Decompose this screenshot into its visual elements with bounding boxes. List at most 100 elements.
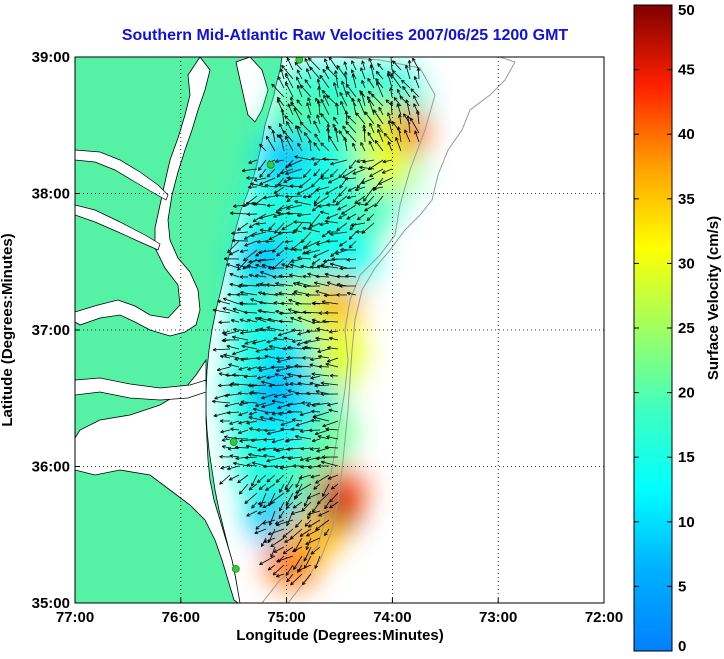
- velocity-arrow: [226, 465, 240, 471]
- velocity-arrow: [286, 121, 294, 134]
- velocity-arrow: [331, 483, 339, 490]
- velocity-arrow: [320, 98, 330, 116]
- velocity-arrow: [273, 213, 285, 218]
- velocity-arrow: [242, 249, 258, 262]
- velocity-arrow: [239, 283, 258, 287]
- velocity-arrow: [377, 129, 384, 143]
- velocity-arrow: [282, 346, 294, 351]
- velocity-arrow: [376, 81, 384, 98]
- velocity-arrow: [295, 483, 312, 494]
- velocity-arrow: [250, 438, 267, 443]
- velocity-arrow: [325, 362, 339, 368]
- velocity-arrow: [268, 510, 276, 526]
- colorbar-tick-label: 5: [678, 578, 686, 595]
- velocity-arrow: [314, 133, 321, 143]
- velocity-arrow: [387, 120, 393, 134]
- velocity-arrow: [351, 60, 357, 71]
- velocity-arrow: [270, 537, 285, 548]
- velocity-arrow: [368, 140, 375, 152]
- velocity-arrow: [275, 281, 294, 287]
- velocity-arrow: [316, 78, 321, 89]
- velocity-arrow: [261, 402, 276, 409]
- velocity-arrow: [220, 429, 231, 434]
- velocity-arrow: [293, 290, 312, 296]
- velocity-arrow: [287, 345, 303, 350]
- velocity-arrow: [301, 401, 312, 405]
- velocity-arrow: [392, 60, 402, 71]
- velocity-arrow: [345, 121, 357, 134]
- velocity-arrow: [297, 564, 312, 572]
- velocity-arrow: [251, 201, 267, 206]
- velocity-arrow: [251, 461, 267, 467]
- velocity-arrow: [330, 249, 339, 258]
- velocity-arrow: [225, 373, 240, 378]
- velocity-arrow: [312, 415, 330, 422]
- velocity-arrow: [330, 159, 348, 166]
- velocity-arrow: [243, 231, 258, 240]
- velocity-arrow: [248, 411, 258, 416]
- velocity-arrow: [310, 546, 321, 555]
- velocity-arrow: [296, 99, 303, 107]
- velocity-arrow: [293, 228, 303, 233]
- velocity-arrow: [322, 483, 330, 497]
- velocity-arrow: [310, 157, 330, 161]
- velocity-arrow: [345, 130, 357, 143]
- velocity-arrow: [238, 429, 249, 435]
- colorbar-tick-label: 50: [678, 2, 695, 19]
- velocity-arrow: [383, 132, 393, 143]
- velocity-arrow: [254, 528, 267, 535]
- velocity-arrow: [278, 319, 294, 324]
- velocity-arrow: [293, 282, 303, 287]
- velocity-arrow: [280, 108, 285, 125]
- velocity-arrow: [328, 408, 339, 413]
- velocity-arrow: [229, 249, 240, 256]
- velocity-arrow: [333, 116, 339, 125]
- velocity-arrow: [324, 219, 339, 224]
- velocity-arrow: [293, 220, 312, 224]
- x-tick-label: 77:00: [56, 609, 94, 626]
- velocity-arrow: [280, 420, 294, 426]
- velocity-arrow: [374, 140, 384, 152]
- velocity-arrow: [231, 238, 249, 243]
- velocity-arrow: [334, 70, 339, 89]
- velocity-arrow: [212, 347, 231, 352]
- velocity-arrow: [314, 429, 330, 436]
- velocity-arrow: [257, 501, 267, 506]
- velocity-arrow: [319, 222, 330, 227]
- velocity-arrow: [238, 391, 249, 396]
- velocity-arrow: [277, 211, 294, 216]
- colorbar-tick-label: 25: [678, 320, 695, 337]
- velocity-arrow: [413, 95, 420, 107]
- velocity-arrow: [305, 537, 312, 551]
- velocity-arrow: [315, 274, 330, 279]
- velocity-arrow: [397, 126, 402, 143]
- velocity-arrow: [226, 410, 240, 415]
- velocity-arrow: [273, 337, 285, 341]
- velocity-arrow: [302, 284, 321, 289]
- velocity-arrow: [414, 130, 420, 143]
- velocity-arrow: [273, 393, 285, 398]
- velocity-arrow: [348, 159, 357, 170]
- velocity-arrow: [301, 501, 312, 512]
- velocity-arrow: [338, 213, 348, 219]
- velocity-arrow: [315, 186, 330, 192]
- velocity-arrow: [248, 415, 267, 422]
- velocity-arrow: [239, 249, 249, 253]
- velocity-arrow: [259, 555, 276, 565]
- velocity-arrow: [368, 57, 375, 71]
- velocity-arrow: [333, 126, 339, 143]
- velocity-arrow: [416, 67, 421, 80]
- velocity-arrow: [329, 329, 339, 334]
- velocity-arrow: [310, 375, 321, 380]
- velocity-arrow: [282, 528, 294, 538]
- velocity-arrow: [306, 102, 312, 116]
- velocity-arrow: [361, 80, 366, 89]
- velocity-arrow: [221, 438, 231, 442]
- velocity-arrow: [258, 249, 276, 254]
- velocity-arrow: [223, 330, 240, 336]
- velocity-arrow: [321, 455, 339, 459]
- velocity-arrow: [308, 428, 321, 433]
- colorbar-tick-label: 15: [678, 449, 695, 466]
- velocity-arrow: [295, 125, 303, 143]
- velocity-arrow: [378, 106, 384, 116]
